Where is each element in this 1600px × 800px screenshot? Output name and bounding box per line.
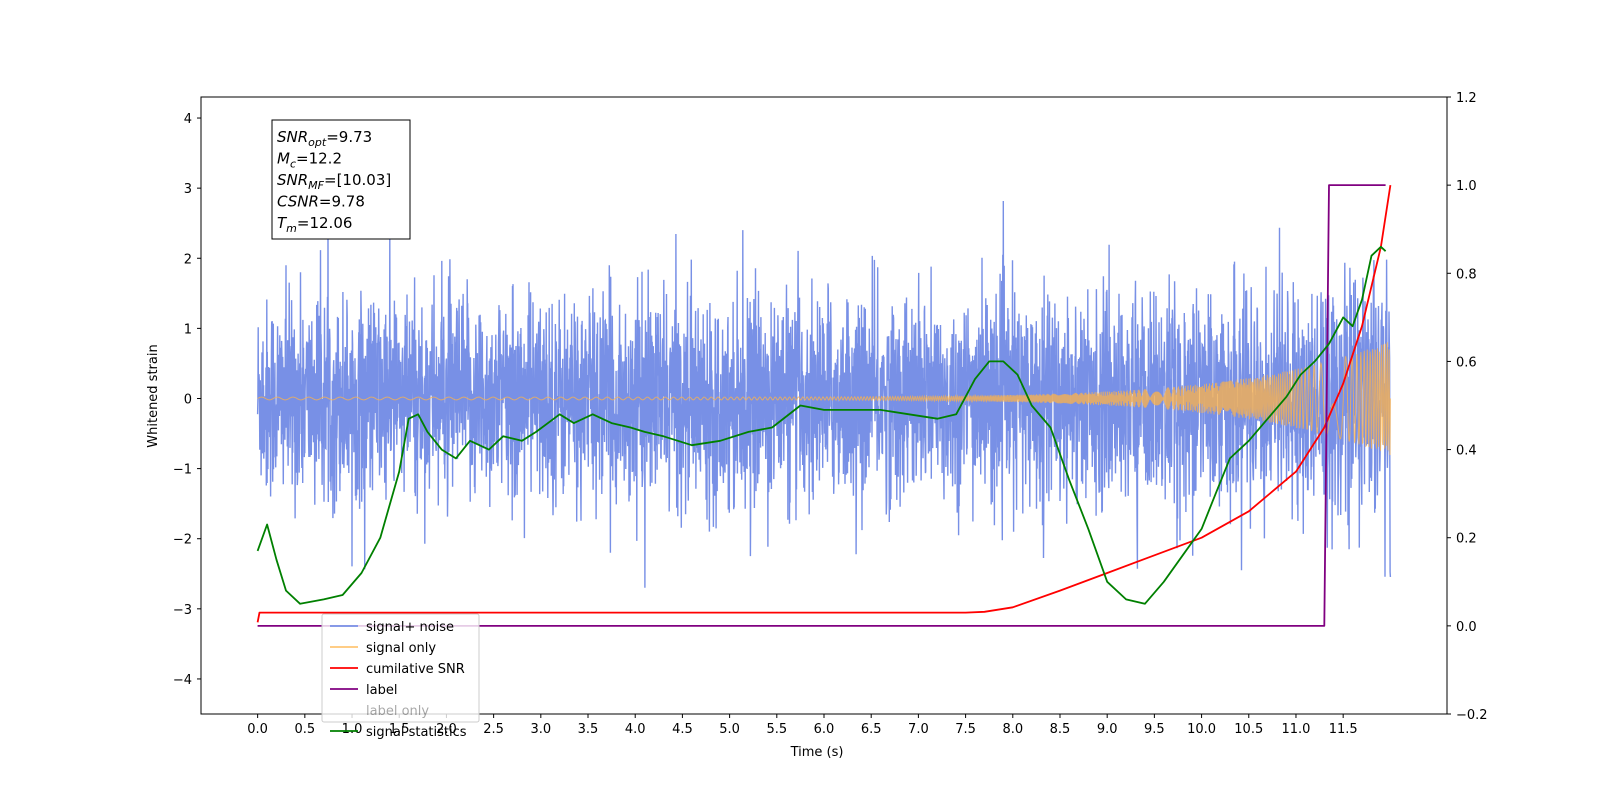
x-tick-label: 6.5 [861, 722, 882, 737]
x-tick-label: 2.5 [483, 722, 504, 737]
x-axis-title: Time (s) [790, 745, 844, 760]
y2-tick-label: 0.8 [1456, 267, 1477, 282]
x-tick-label: 4.5 [672, 722, 693, 737]
series-signal-only [257, 342, 1391, 456]
y2-tick-label: −0.2 [1456, 708, 1488, 723]
series-label [257, 184, 1386, 627]
x-tick-label: 1.5 [389, 722, 410, 737]
y-tick-label: 2 [184, 252, 192, 267]
x-tick-label: 8.0 [1002, 722, 1023, 737]
y-tick-label: 3 [184, 182, 192, 197]
y-axis-title: Whitened strain [146, 344, 161, 447]
info-subscript: opt [308, 136, 327, 149]
legend-label: signal+ noise [366, 620, 454, 635]
info-box [271, 119, 411, 240]
info-value: =[10.03] [324, 171, 391, 189]
y-tick-label: −2 [173, 533, 192, 548]
x-tick-label: 3.0 [530, 722, 551, 737]
x-tick-label: 8.5 [1050, 722, 1071, 737]
info-line: SNRMF=[10.03] [277, 171, 391, 192]
y2-tick-label: 0.0 [1456, 620, 1477, 635]
x-tick-label: 10.5 [1234, 722, 1263, 737]
info-symbol: CSNR [277, 193, 319, 211]
y-tick-label: 0 [184, 392, 192, 407]
x-tick-label: 5.0 [719, 722, 740, 737]
info-line: SNRopt=9.73 [277, 128, 372, 149]
x-tick-label: 0.0 [247, 722, 268, 737]
info-subscript: MF [308, 179, 324, 192]
x-tick-label: 0.5 [294, 722, 315, 737]
info-value: =9.73 [326, 128, 372, 146]
x-tick-label: 9.5 [1144, 722, 1165, 737]
x-tick-label: 4.0 [625, 722, 646, 737]
x-tick-label: 1.0 [342, 722, 363, 737]
y-tick-label: −4 [173, 673, 192, 688]
y-tick-label: −3 [173, 603, 192, 618]
info-symbol: SNR [277, 128, 308, 146]
info-symbol: T [277, 214, 288, 232]
y-tick-label: 4 [184, 112, 192, 127]
info-symbol: SNR [277, 171, 308, 189]
x-tick-label: 11.5 [1329, 722, 1358, 737]
x-tick-label: 7.0 [908, 722, 929, 737]
legend-label: cumilative SNR [366, 662, 465, 677]
info-line: CSNR=9.78 [277, 193, 365, 211]
y-tick-label: 1 [184, 322, 192, 337]
x-tick-label: 7.5 [955, 722, 976, 737]
y2-tick-label: 1.2 [1456, 91, 1477, 106]
series-signal-statistics [256, 245, 1387, 605]
x-tick-label: 5.5 [766, 722, 787, 737]
x-tick-label: 9.0 [1097, 722, 1118, 737]
x-tick-label: 3.5 [578, 722, 599, 737]
legend-label: signal statistics [366, 725, 467, 740]
info-value: =9.78 [319, 193, 365, 211]
info-value: =12.06 [297, 214, 353, 232]
y-tick-label: −1 [173, 463, 192, 478]
info-subscript: m [286, 222, 297, 235]
y2-tick-label: 0.4 [1456, 444, 1477, 459]
y2-tick-label: 0.2 [1456, 532, 1477, 547]
x-tick-label: 11.0 [1281, 722, 1310, 737]
y2-tick-label: 1.0 [1456, 179, 1477, 194]
legend [321, 613, 480, 723]
x-tick-label: 2.0 [436, 722, 457, 737]
y2-tick-label: 0.6 [1456, 355, 1477, 370]
info-line: Mc=12.2 [277, 150, 342, 171]
info-line: Tm=12.06 [277, 214, 352, 235]
x-tick-label: 10.0 [1187, 722, 1216, 737]
info-value: =12.2 [296, 150, 342, 168]
legend-label: label [366, 683, 397, 698]
series-cumulative-snr [256, 184, 1392, 623]
info-subscript: c [290, 158, 296, 171]
legend-label: label only [366, 704, 429, 719]
legend-label: signal only [366, 641, 436, 656]
info-symbol: M [277, 150, 290, 168]
x-tick-label: 6.0 [814, 722, 835, 737]
series-signal-noise [256, 200, 1392, 588]
